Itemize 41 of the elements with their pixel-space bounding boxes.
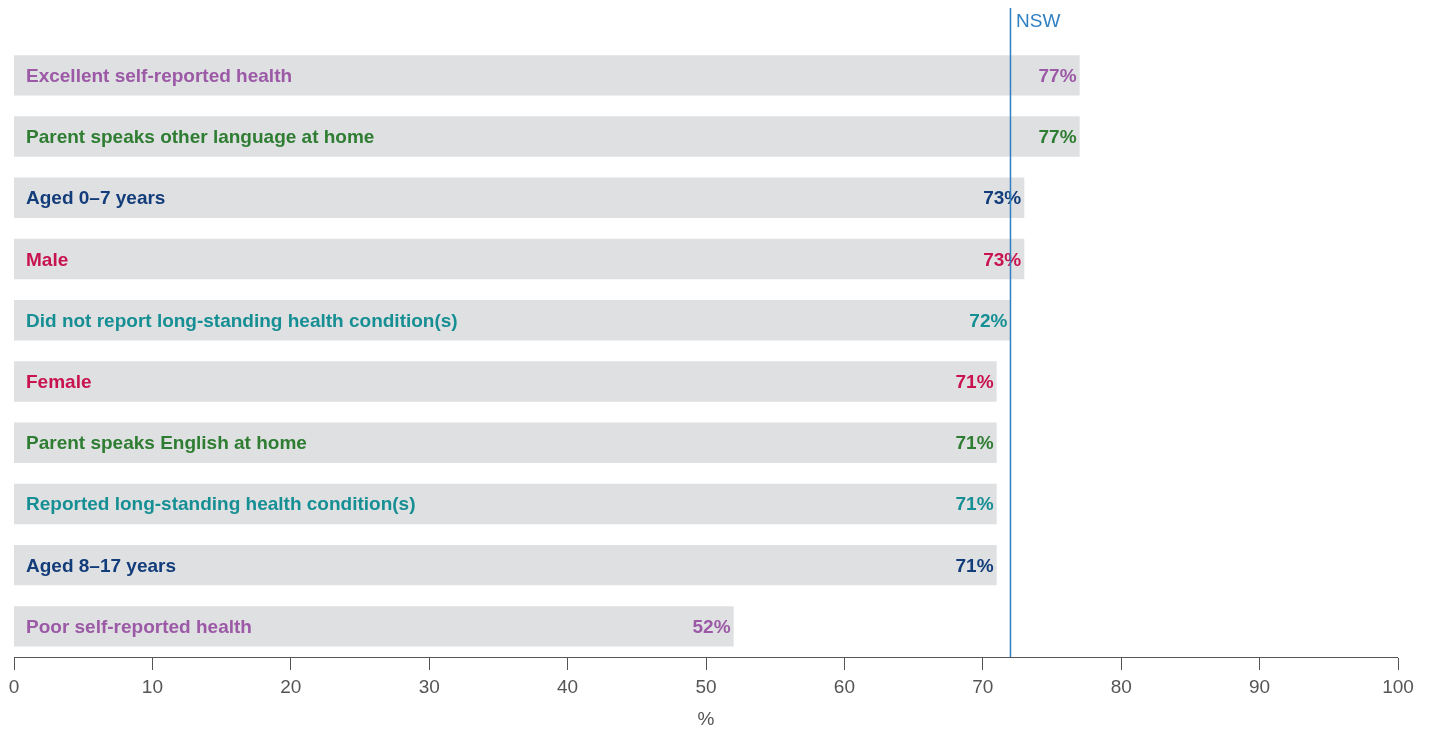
bar bbox=[14, 116, 1080, 157]
x-tick-label: 40 bbox=[557, 675, 579, 697]
y-tick-label: Parent speaks other language at home bbox=[26, 126, 375, 147]
data-label: 77% bbox=[1038, 126, 1077, 148]
bar bbox=[14, 422, 997, 463]
data-label: 52% bbox=[692, 615, 731, 637]
y-tick-label: Female bbox=[26, 371, 92, 392]
bar bbox=[14, 55, 1080, 96]
bar bbox=[14, 238, 1025, 280]
data-label: 71% bbox=[955, 554, 994, 576]
x-tick-label: 20 bbox=[280, 675, 302, 697]
x-axis-title: % bbox=[697, 707, 715, 729]
x-tick-label: 70 bbox=[972, 675, 994, 697]
y-tick-label: Poor self-reported health bbox=[26, 616, 252, 637]
x-tick-label: 90 bbox=[1249, 675, 1271, 697]
bar bbox=[14, 361, 997, 402]
x-tick-label: 0 bbox=[8, 675, 20, 697]
bar bbox=[14, 606, 734, 647]
data-label: 71% bbox=[955, 370, 994, 392]
data-label: 72% bbox=[969, 309, 1008, 331]
x-tick-label: 30 bbox=[418, 675, 440, 697]
bar bbox=[14, 177, 1025, 219]
bar bbox=[14, 300, 1011, 341]
y-tick-label: Aged 0–7 years bbox=[26, 187, 166, 208]
data-label: 71% bbox=[955, 493, 994, 515]
y-tick-label: Reported long-standing health condition(s) bbox=[26, 493, 416, 514]
y-tick-label: Excellent self-reported health bbox=[26, 65, 293, 86]
y-tick-label: Aged 8–17 years bbox=[26, 555, 176, 576]
y-tick-label: Parent speaks English at home bbox=[26, 432, 307, 453]
x-tick-label: 80 bbox=[1110, 675, 1132, 697]
x-tick-label: 10 bbox=[141, 675, 163, 697]
bar bbox=[14, 483, 997, 525]
x-tick-label: 60 bbox=[833, 675, 855, 697]
y-tick-label: Male bbox=[26, 249, 69, 270]
y-tick-label: Did not report long-standing health condition(s) bbox=[26, 310, 458, 331]
data-label: 77% bbox=[1038, 64, 1077, 86]
data-label: 71% bbox=[955, 432, 994, 454]
x-tick-label: 50 bbox=[695, 675, 717, 697]
x-tick-label: 100 bbox=[1382, 675, 1414, 697]
ref-line-label: NSW bbox=[1016, 10, 1061, 31]
bar bbox=[14, 544, 997, 586]
